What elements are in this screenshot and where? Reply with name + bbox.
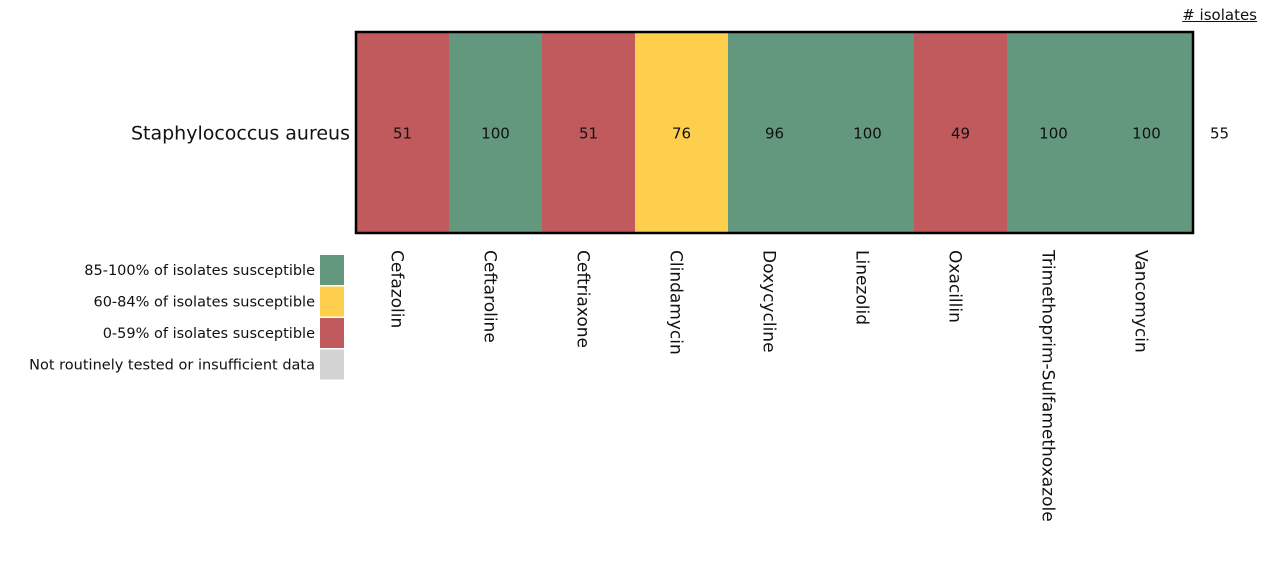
cell-value-label: 100 bbox=[853, 125, 882, 143]
legend-label: 85-100% of isolates susceptible bbox=[84, 263, 315, 279]
heatmap-cell bbox=[542, 32, 636, 233]
legend-swatch bbox=[320, 349, 344, 380]
heatmap-cell bbox=[356, 32, 450, 233]
cell-value-label: 96 bbox=[765, 125, 784, 143]
heatmap-cell bbox=[1100, 32, 1194, 233]
cell-value-label: 51 bbox=[393, 125, 412, 143]
heatmap-cell bbox=[1007, 32, 1101, 233]
column-label: Trimethoprim-Sulfamethoxazole bbox=[1038, 249, 1058, 522]
cell-value-label: 100 bbox=[1132, 125, 1161, 143]
heatmap-border bbox=[354, 30, 1195, 235]
heatmap-cell bbox=[914, 32, 1008, 233]
column-label: Oxacillin bbox=[945, 250, 965, 323]
legend-label: Not routinely tested or insufficient dat… bbox=[29, 358, 315, 374]
legend-label: 0-59% of isolates susceptible bbox=[103, 326, 315, 342]
heatmap-cell bbox=[635, 32, 729, 233]
legend-swatch bbox=[320, 255, 344, 285]
column-label: Doxycycline bbox=[759, 250, 779, 353]
cell-value-label: 76 bbox=[672, 125, 691, 143]
column-label: Cefazolin bbox=[387, 250, 407, 328]
row-label: Staphylococcus aureus bbox=[131, 123, 350, 145]
heatmap-cell bbox=[728, 32, 822, 233]
column-label: Ceftaroline bbox=[480, 250, 500, 343]
legend-swatch bbox=[320, 318, 344, 348]
column-label: Clindamycin bbox=[666, 250, 686, 355]
legend-label: 60-84% of isolates susceptible bbox=[93, 295, 315, 311]
legend-swatch bbox=[320, 286, 344, 317]
cell-value-label: 49 bbox=[951, 125, 970, 143]
heatmap-cell bbox=[821, 32, 915, 233]
heatmap-cell bbox=[449, 32, 543, 233]
cell-value-label: 51 bbox=[579, 125, 598, 143]
isolates-column-header: # isolates bbox=[1182, 6, 1257, 24]
column-label: Ceftriaxone bbox=[573, 250, 593, 348]
cell-value-label: 100 bbox=[1039, 125, 1068, 143]
column-label: Vancomycin bbox=[1131, 250, 1151, 353]
column-label: Linezolid bbox=[852, 250, 872, 325]
cell-value-label: 100 bbox=[481, 125, 510, 143]
isolates-count: 55 bbox=[1210, 125, 1229, 143]
